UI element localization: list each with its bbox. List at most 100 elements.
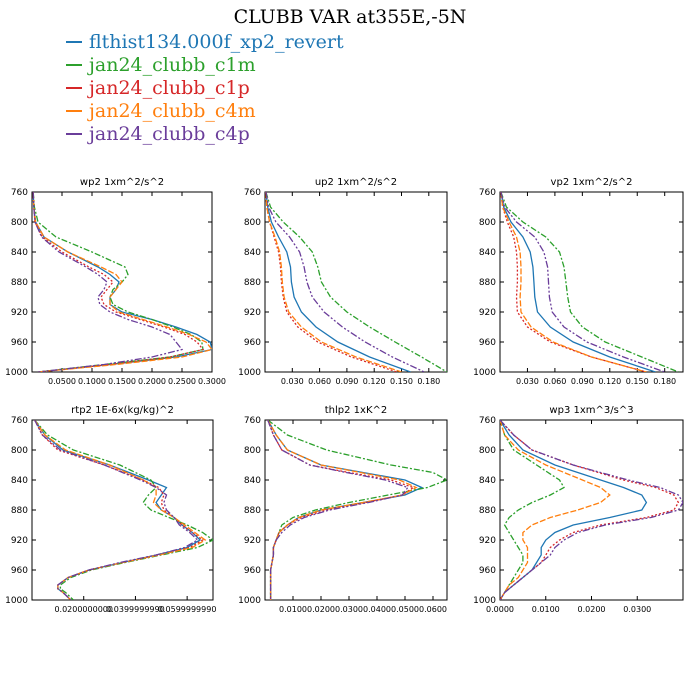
x-tick-label: 0.0200000000 xyxy=(54,605,113,614)
y-tick-label: 960 xyxy=(479,566,496,576)
x-tick-label: 0.0500 xyxy=(391,605,419,614)
x-tick-label: 0.0100 xyxy=(279,605,307,614)
y-tick-label: 760 xyxy=(244,188,261,198)
legend-swatch xyxy=(66,40,82,43)
series-line xyxy=(265,192,398,372)
legend-swatch xyxy=(66,133,82,136)
y-tick-label: 1000 xyxy=(473,368,496,378)
series-line xyxy=(500,192,647,372)
x-tick-label: 0.2500 xyxy=(168,377,196,386)
series-line xyxy=(267,420,424,600)
chart-panel: wp2 1xm^2/s^2 760 800 840 880 920 960 1000 0.050… xyxy=(5,177,226,386)
legend-item: jan24_clubb_c4p xyxy=(66,123,344,146)
y-tick-label: 960 xyxy=(244,338,261,348)
x-tick-label: 0.2000 xyxy=(138,377,166,386)
y-tick-label: 840 xyxy=(244,476,261,486)
legend-label: jan24_clubb_c1p xyxy=(89,76,250,99)
chart-panel: vp2 1xm^2/s^2 760 800 840 880 920 960 1000 0.030… xyxy=(473,177,684,386)
series-line xyxy=(267,420,447,600)
series-line xyxy=(500,420,683,600)
series-line xyxy=(32,192,212,372)
x-tick-label: 0.0100 xyxy=(532,605,560,614)
panel-title: wp3 1xm^3/s^3 xyxy=(549,405,633,416)
series-line xyxy=(32,192,204,372)
x-tick-label: 0.180 xyxy=(417,377,440,386)
y-tick-label: 840 xyxy=(11,248,28,258)
y-tick-label: 760 xyxy=(11,416,28,426)
plot-frame xyxy=(264,191,448,373)
y-tick-label: 1000 xyxy=(238,596,261,606)
y-tick-label: 880 xyxy=(244,278,261,288)
x-tick-label: 0.0400 xyxy=(363,605,391,614)
series-line xyxy=(265,192,447,372)
y-tick-label: 800 xyxy=(479,218,496,228)
series-line xyxy=(500,420,565,600)
y-tick-label: 880 xyxy=(479,278,496,288)
x-tick-label: 0.0600 xyxy=(419,605,447,614)
legend-swatch xyxy=(66,86,82,89)
plot-frame xyxy=(499,191,684,373)
y-tick-label: 760 xyxy=(11,188,28,198)
series-line xyxy=(265,192,425,372)
legend-item: jan24_clubb_c4m xyxy=(66,100,344,123)
y-tick-label: 960 xyxy=(11,338,28,348)
x-tick-label: 0.030 xyxy=(281,377,304,386)
x-tick-label: 0.060 xyxy=(308,377,331,386)
x-tick-label: 0.120 xyxy=(598,377,621,386)
x-tick-label: 0.1000 xyxy=(78,377,106,386)
y-tick-label: 880 xyxy=(11,506,28,516)
y-tick-label: 1000 xyxy=(473,596,496,606)
series-line xyxy=(265,192,402,372)
series-line xyxy=(34,420,213,600)
x-tick-label: 0.120 xyxy=(363,377,386,386)
y-tick-label: 920 xyxy=(244,308,261,318)
panel-title: thlp2 1xK^2 xyxy=(325,405,388,416)
y-tick-label: 800 xyxy=(244,218,261,228)
x-tick-label: 0.0300 xyxy=(335,605,363,614)
y-tick-label: 840 xyxy=(479,476,496,486)
x-tick-label: 0.150 xyxy=(626,377,649,386)
y-tick-label: 960 xyxy=(11,566,28,576)
legend-label: jan24_clubb_c4p xyxy=(89,123,250,146)
series-line xyxy=(265,192,411,372)
x-tick-label: 0.090 xyxy=(335,377,358,386)
y-tick-label: 920 xyxy=(479,536,496,546)
legend: flthist134.000f_xp2_revert jan24_clubb_c… xyxy=(66,30,344,146)
y-tick-label: 800 xyxy=(11,446,28,456)
series-line xyxy=(500,192,679,372)
y-tick-label: 960 xyxy=(244,566,261,576)
x-tick-label: 0.0399999990 xyxy=(106,605,165,614)
x-tick-label: 0.060 xyxy=(543,377,566,386)
y-tick-label: 920 xyxy=(11,308,28,318)
x-tick-label: 0.0500 xyxy=(48,377,76,386)
series-line xyxy=(500,420,680,600)
y-tick-label: 920 xyxy=(11,536,28,546)
y-tick-label: 760 xyxy=(244,416,261,426)
y-tick-label: 840 xyxy=(11,476,28,486)
chart-panel: rtp2 1E-6x(kg/kg)^2 760 800 840 880 920 960 100… xyxy=(5,405,216,614)
x-tick-label: 0.180 xyxy=(653,377,676,386)
x-tick-label: 0.150 xyxy=(390,377,413,386)
x-tick-label: 0.0200 xyxy=(307,605,335,614)
chart-panel: wp3 1xm^3/s^3 760 800 840 880 920 960 10000.000… xyxy=(473,405,684,614)
series-line xyxy=(267,420,409,600)
y-tick-label: 880 xyxy=(11,278,28,288)
y-tick-label: 920 xyxy=(244,536,261,546)
y-tick-label: 800 xyxy=(11,218,28,228)
legend-item: jan24_clubb_c1p xyxy=(66,76,344,99)
y-tick-label: 1000 xyxy=(238,368,261,378)
series-line xyxy=(34,420,199,600)
y-tick-label: 880 xyxy=(244,506,261,516)
plot-frame xyxy=(264,419,448,601)
series-line xyxy=(32,192,184,372)
x-tick-label: 0.090 xyxy=(571,377,594,386)
legend-label: jan24_clubb_c1m xyxy=(89,53,256,76)
x-tick-label: 0.0599999990 xyxy=(158,605,217,614)
panel-title: wp2 1xm^2/s^2 xyxy=(80,177,164,188)
panel-title: up2 1xm^2/s^2 xyxy=(315,177,397,188)
x-tick-label: 0.0200 xyxy=(578,605,606,614)
legend-label: flthist134.000f_xp2_revert xyxy=(89,30,344,53)
legend-item: flthist134.000f_xp2_revert xyxy=(66,30,344,53)
